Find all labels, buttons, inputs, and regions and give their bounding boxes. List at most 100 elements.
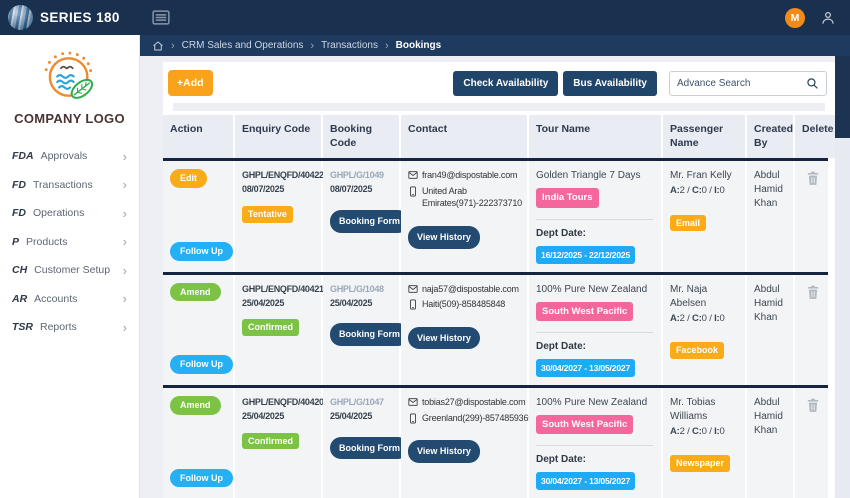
tour-name: Golden Triangle 7 Days: [536, 169, 657, 183]
globe-logo-icon: [8, 5, 33, 30]
sidebar-item-products[interactable]: P Products ›: [0, 228, 139, 257]
chevron-right-icon: ›: [123, 207, 127, 220]
follow-up-button[interactable]: Follow Up: [170, 242, 233, 261]
booking-date: 08/07/2025: [330, 183, 395, 197]
bus-availability-button[interactable]: Bus Availability: [563, 71, 657, 96]
contact-email: fran49@dispostable.com: [422, 169, 517, 182]
toolbar-divider: [173, 103, 825, 111]
dept-date-label: Dept Date:: [536, 227, 657, 241]
vertical-scrollbar[interactable]: [835, 56, 850, 498]
booking-form-button[interactable]: Booking Form: [330, 323, 409, 346]
table-body: Edit Follow Up GHPL/ENQFD/40422 08/07/20…: [163, 158, 828, 498]
tour-divider: [536, 332, 653, 333]
trash-icon[interactable]: [806, 398, 820, 418]
action-cell: Amend Follow Up: [163, 388, 233, 498]
tour-tag-badge: India Tours: [536, 188, 599, 207]
sidebar-item-transactions[interactable]: FD Transactions ›: [0, 171, 139, 200]
sidebar-menu: FDA Approvals › FD Transactions › FD Ope…: [0, 142, 139, 342]
sidebar-item-operations[interactable]: FD Operations ›: [0, 199, 139, 228]
breadcrumb: › CRM Sales and Operations › Transaction…: [140, 35, 850, 56]
view-history-button[interactable]: View History: [408, 327, 480, 350]
topbar-actions: M: [785, 8, 850, 28]
created-by-cell: Abdul Hamid Khan: [747, 388, 793, 498]
phone-icon: [408, 186, 418, 197]
sidebar-item-reports[interactable]: TSR Reports ›: [0, 313, 139, 342]
status-badge: Confirmed: [242, 319, 299, 336]
sidebar-item-customer-setup[interactable]: CH Customer Setup ›: [0, 256, 139, 285]
delete-cell: [795, 161, 828, 271]
profile-icon[interactable]: [820, 10, 836, 26]
tour-name: 100% Pure New Zealand: [536, 396, 657, 410]
top-bar: SERIES 180 M: [0, 0, 850, 35]
advance-search-input[interactable]: [677, 78, 806, 89]
breadcrumb-transactions[interactable]: Transactions: [321, 40, 378, 51]
company-logo-icon: [38, 48, 102, 106]
trash-icon[interactable]: [806, 285, 820, 305]
check-availability-button[interactable]: Check Availability: [453, 71, 558, 96]
chevron-right-icon: ›: [123, 150, 127, 163]
breadcrumb-bookings: Bookings: [396, 40, 442, 51]
contact-email: naja57@dispostable.com: [422, 283, 519, 296]
tour-cell: 100% Pure New Zealand South West Pacific…: [529, 275, 661, 385]
action-cell: Amend Follow Up: [163, 275, 233, 385]
tour-divider: [536, 445, 653, 446]
dept-date-label: Dept Date:: [536, 340, 657, 354]
bookings-table: Action Enquiry Code Booking Code Contact…: [163, 115, 828, 498]
user-avatar[interactable]: M: [785, 8, 805, 28]
booking-date: 25/04/2025: [330, 410, 395, 424]
trash-icon[interactable]: [806, 171, 820, 191]
view-history-button[interactable]: View History: [408, 440, 480, 463]
booking-form-button[interactable]: Booking Form: [330, 210, 409, 233]
contact-phone: Greenland(299)-8574859365: [422, 412, 533, 425]
sidebar-item-label: Approvals: [41, 150, 88, 162]
view-history-button[interactable]: View History: [408, 226, 480, 249]
edit-amend-button[interactable]: Amend: [170, 396, 221, 415]
sidebar-item-prefix: CH: [12, 264, 27, 276]
booking-date: 25/04/2025: [330, 297, 395, 311]
table-header: Action Enquiry Code Booking Code Contact…: [163, 115, 828, 158]
bookings-panel: +Add Check Availability Bus Availability…: [163, 62, 835, 498]
tour-divider: [536, 219, 653, 220]
phone-icon: [408, 413, 418, 424]
scrollbar-thumb[interactable]: [835, 56, 850, 138]
email-icon: [408, 397, 418, 407]
contact-phone: Haiti(509)-858485848: [422, 298, 505, 311]
sidebar-item-accounts[interactable]: AR Accounts ›: [0, 285, 139, 314]
menu-toggle-icon[interactable]: [152, 10, 170, 25]
passenger-name: Mr. Fran Kelly: [670, 169, 741, 183]
contact-cell: naja57@dispostable.com Haiti(509)-858485…: [401, 275, 527, 385]
add-button[interactable]: +Add: [168, 70, 213, 96]
edit-amend-button[interactable]: Amend: [170, 283, 221, 302]
enquiry-cell: GHPL/ENQFD/40422 08/07/2025 Tentative: [235, 161, 321, 271]
sidebar-item-label: Customer Setup: [34, 264, 110, 276]
enquiry-date: 25/04/2025: [242, 410, 317, 424]
company-logo: COMPANY LOGO: [0, 35, 139, 126]
booking-code: GHPL/G/1048: [330, 283, 395, 297]
breadcrumb-separator: ›: [385, 40, 389, 52]
search-icon[interactable]: [806, 77, 819, 90]
edit-amend-button[interactable]: Edit: [170, 169, 207, 188]
follow-up-button[interactable]: Follow Up: [170, 469, 233, 488]
dept-date-label: Dept Date:: [536, 453, 657, 467]
action-cell: Edit Follow Up: [163, 161, 233, 271]
sidebar-item-prefix: FD: [12, 207, 26, 219]
sidebar-item-approvals[interactable]: FDA Approvals ›: [0, 142, 139, 171]
table-row: Amend Follow Up GHPL/ENQFD/40421 25/04/2…: [163, 272, 828, 385]
booking-cell: GHPL/G/1049 08/07/2025 Booking Form: [323, 161, 399, 271]
sidebar-item-prefix: TSR: [12, 321, 33, 333]
advance-search-box: [669, 71, 827, 96]
booking-form-button[interactable]: Booking Form: [330, 437, 409, 460]
home-icon[interactable]: [152, 40, 164, 52]
header-delete: Delete: [795, 115, 835, 158]
header-booking-code: Booking Code: [323, 115, 399, 158]
chevron-right-icon: ›: [123, 292, 127, 305]
breadcrumb-separator: ›: [310, 40, 314, 52]
passenger-name: Mr. Naja Abelsen: [670, 283, 741, 311]
passenger-cell: Mr. Tobias Williams A:2 / C:0 / I:0 News…: [663, 388, 745, 498]
booking-code: GHPL/G/1047: [330, 396, 395, 410]
sidebar-item-label: Transactions: [33, 179, 93, 191]
breadcrumb-crm[interactable]: CRM Sales and Operations: [182, 40, 304, 51]
enquiry-code: GHPL/ENQFD/40422: [242, 169, 317, 183]
follow-up-button[interactable]: Follow Up: [170, 355, 233, 374]
tour-cell: Golden Triangle 7 Days India Tours Dept …: [529, 161, 661, 271]
